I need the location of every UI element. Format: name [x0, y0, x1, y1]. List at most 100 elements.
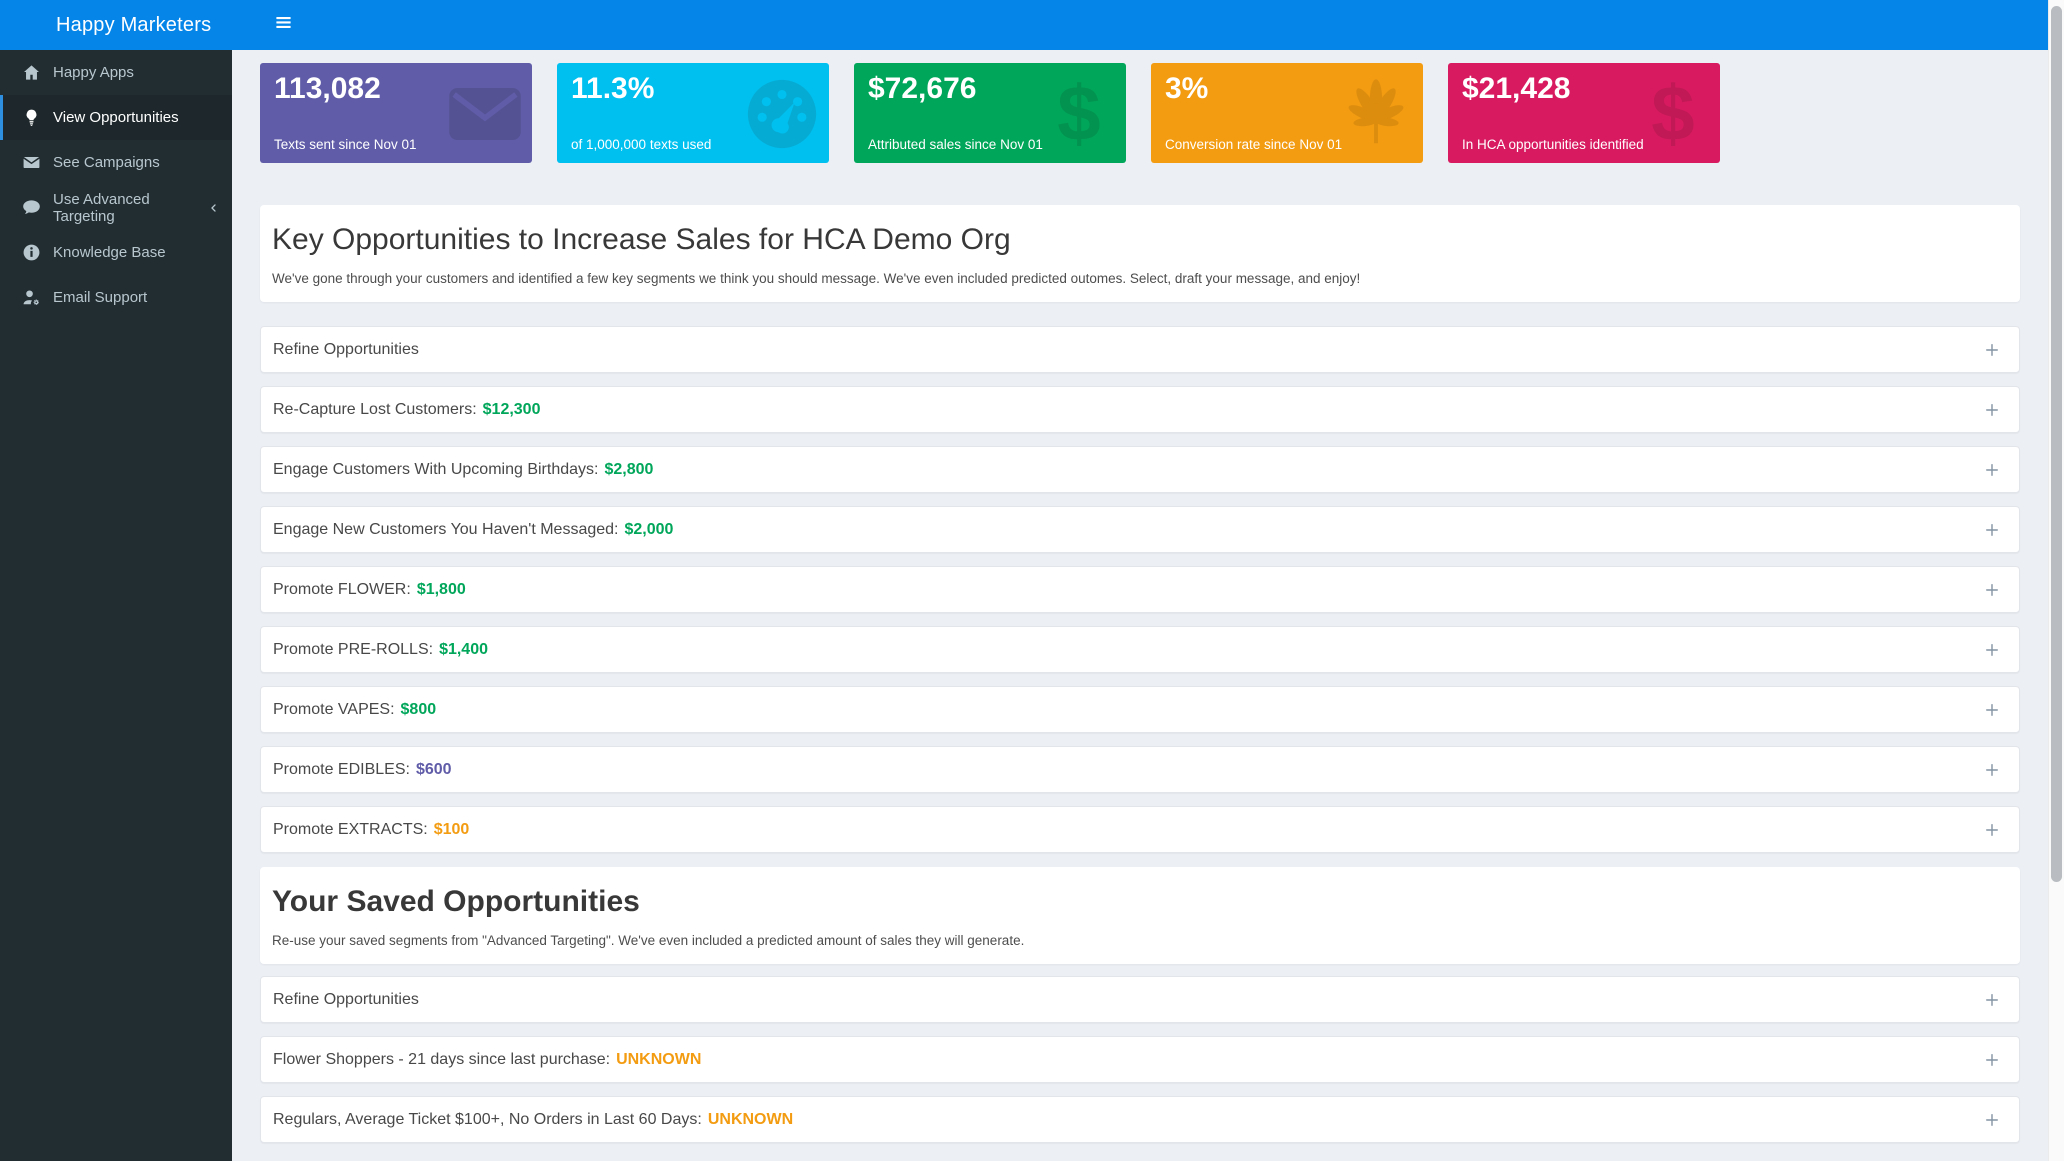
sidebar-toggle-button[interactable] — [260, 0, 306, 50]
info-icon — [22, 243, 41, 262]
opportunity-label: Promote EXTRACTS: — [273, 820, 428, 838]
opportunity-list-saved: Refine Opportunities Flower Shoppers - 2… — [260, 976, 2020, 1143]
saved-title: Your Saved Opportunities — [272, 885, 640, 918]
opportunity-value: UNKNOWN — [707, 1110, 794, 1128]
gauge-icon — [743, 75, 821, 153]
stat-value: 11.3% — [571, 72, 655, 105]
saved-subtitle: Re-use your saved segments from "Advance… — [272, 933, 1025, 948]
sidebar-item-use-advanced-targeting[interactable]: Use Advanced Targeting — [0, 185, 232, 230]
opportunity-label: Refine Opportunities — [273, 990, 419, 1008]
opportunity-row-flower-shoppers-21-days-since-last-purchase[interactable]: Flower Shoppers - 21 days since last pur… — [260, 1036, 2020, 1083]
dollar-icon: $ — [1634, 69, 1712, 157]
plus-icon[interactable] — [1983, 761, 2001, 779]
sidebar-item-see-campaigns[interactable]: See Campaigns — [0, 140, 232, 185]
stat-card-texts-sent-since-nov-01: 113,082 Texts sent since Nov 01 — [260, 63, 532, 163]
opportunity-row-promote-flower[interactable]: Promote FLOWER: $1,800 — [260, 566, 2020, 613]
opportunity-row-promote-vapes[interactable]: Promote VAPES: $800 — [260, 686, 2020, 733]
sidebar-item-label: Email Support — [53, 289, 148, 306]
opportunity-row-promote-pre-rolls[interactable]: Promote PRE-ROLLS: $1,400 — [260, 626, 2020, 673]
plus-icon[interactable] — [1983, 1111, 2001, 1129]
user-gear-icon — [22, 288, 41, 307]
plus-icon[interactable] — [1983, 521, 2001, 539]
opportunity-row-regulars-average-ticket-100-no-orders-in-last-60-days[interactable]: Regulars, Average Ticket $100+, No Order… — [260, 1096, 2020, 1143]
opportunity-value: $2,000 — [624, 520, 674, 538]
opportunity-label: Refine Opportunities — [273, 340, 419, 358]
hamburger-icon — [274, 13, 293, 37]
opportunity-value: $800 — [400, 700, 437, 718]
svg-text:$: $ — [1057, 75, 1100, 153]
lightbulb-icon — [22, 108, 41, 127]
opportunity-value: $100 — [433, 820, 470, 838]
plus-icon[interactable] — [1983, 1051, 2001, 1069]
scrollbar[interactable] — [2048, 0, 2064, 1161]
stat-value: 113,082 — [274, 72, 381, 105]
sidebar: Happy Apps View Opportunities See Campai… — [0, 50, 232, 1161]
plus-icon[interactable] — [1983, 461, 2001, 479]
plus-icon[interactable] — [1983, 991, 2001, 1009]
plus-icon[interactable] — [1983, 341, 2001, 359]
brand-logo[interactable]: Happy Marketers — [56, 13, 212, 36]
opportunity-row-promote-extracts[interactable]: Promote EXTRACTS: $100 — [260, 806, 2020, 853]
stats-cards: 113,082 Texts sent since Nov 01 11.3% of… — [260, 63, 2020, 163]
section-key-opportunities: Key Opportunities to Increase Sales for … — [260, 205, 2020, 853]
plus-icon[interactable] — [1983, 821, 2001, 839]
opportunity-label: Promote EDIBLES: — [273, 760, 410, 778]
opportunity-row-refine-opportunities[interactable]: Refine Opportunities — [260, 326, 2020, 373]
plus-icon[interactable] — [1983, 641, 2001, 659]
opportunity-label: Regulars, Average Ticket $100+, No Order… — [273, 1110, 702, 1128]
opportunity-value: $1,400 — [439, 640, 488, 658]
sidebar-item-email-support[interactable]: Email Support — [0, 275, 232, 320]
home-icon — [22, 63, 41, 82]
sidebar-item-label: Use Advanced Targeting — [53, 190, 150, 225]
opportunity-value: $12,300 — [482, 400, 541, 418]
opportunity-label: Engage New Customers You Haven't Message… — [273, 520, 619, 538]
stat-label: of 1,000,000 texts used — [571, 137, 712, 152]
sidebar-item-happy-apps[interactable]: Happy Apps — [0, 50, 232, 95]
stat-card-attributed-sales-since-nov-01: $72,676 $ Attributed sales since Nov 01 — [854, 63, 1126, 163]
opportunity-value: $1,800 — [416, 580, 466, 598]
opportunity-label: Promote PRE-ROLLS: — [273, 640, 434, 658]
sidebar-item-knowledge-base[interactable]: Knowledge Base — [0, 230, 232, 275]
plus-icon[interactable] — [1983, 401, 2001, 419]
opportunity-label: Flower Shoppers - 21 days since last pur… — [273, 1050, 611, 1068]
main-content: 113,082 Texts sent since Nov 01 11.3% of… — [232, 50, 2048, 1161]
opportunity-row-re-capture-lost-customers[interactable]: Re-Capture Lost Customers: $12,300 — [260, 386, 2020, 433]
cannabis-icon — [1337, 75, 1415, 153]
opportunity-list-key: Refine Opportunities Re-Capture Lost Cus… — [260, 326, 2020, 853]
stat-card-in-hca-opportunities-identified: $21,428 $ In HCA opportunities identifie… — [1448, 63, 1720, 163]
sidebar-item-label: Happy Apps — [53, 64, 134, 81]
opportunity-row-engage-new-customers-you-haven-t-messaged[interactable]: Engage New Customers You Haven't Message… — [260, 506, 2020, 553]
chevron-left-icon — [207, 201, 220, 215]
section-saved-opportunities: Your Saved Opportunities Re-use your sav… — [260, 867, 2020, 1143]
opportunity-label: Engage Customers With Upcoming Birthdays… — [273, 460, 599, 478]
stat-value: $21,428 — [1462, 72, 1571, 105]
stat-label: In HCA opportunities identified — [1462, 137, 1644, 152]
sidebar-item-view-opportunities[interactable]: View Opportunities — [0, 95, 232, 140]
sidebar-item-label: View Opportunities — [53, 109, 179, 126]
plus-icon[interactable] — [1983, 701, 2001, 719]
section-header-panel: Key Opportunities to Increase Sales for … — [260, 205, 2020, 302]
stat-label: Texts sent since Nov 01 — [274, 137, 417, 152]
opportunity-value: UNKNOWN — [616, 1050, 702, 1068]
opportunity-value: $600 — [415, 760, 452, 778]
opportunity-label: Promote VAPES: — [273, 700, 395, 718]
stat-value: $72,676 — [868, 72, 977, 105]
envelope-card-icon — [446, 75, 524, 153]
saved-header-panel: Your Saved Opportunities Re-use your sav… — [260, 867, 2020, 964]
opportunity-row-refine-opportunities[interactable]: Refine Opportunities — [260, 976, 2020, 1023]
sidebar-item-label: Knowledge Base — [53, 244, 166, 261]
envelope-icon — [22, 153, 41, 172]
opportunity-label: Re-Capture Lost Customers: — [273, 400, 477, 418]
stat-card-conversion-rate-since-nov-01: 3% Conversion rate since Nov 01 — [1151, 63, 1423, 163]
stat-label: Attributed sales since Nov 01 — [868, 137, 1043, 152]
svg-text:$: $ — [1651, 75, 1694, 153]
opportunity-row-promote-edibles[interactable]: Promote EDIBLES: $600 — [260, 746, 2020, 793]
plus-icon[interactable] — [1983, 581, 2001, 599]
sidebar-item-label: See Campaigns — [53, 154, 160, 171]
topbar: Happy Marketers — [0, 0, 2048, 50]
scrollbar-thumb[interactable] — [2051, 6, 2062, 882]
dollar-icon: $ — [1040, 69, 1118, 157]
opportunity-row-engage-customers-with-upcoming-birthdays[interactable]: Engage Customers With Upcoming Birthdays… — [260, 446, 2020, 493]
opportunity-label: Promote FLOWER: — [273, 580, 411, 598]
page-title: Key Opportunities to Increase Sales for … — [272, 223, 1011, 256]
